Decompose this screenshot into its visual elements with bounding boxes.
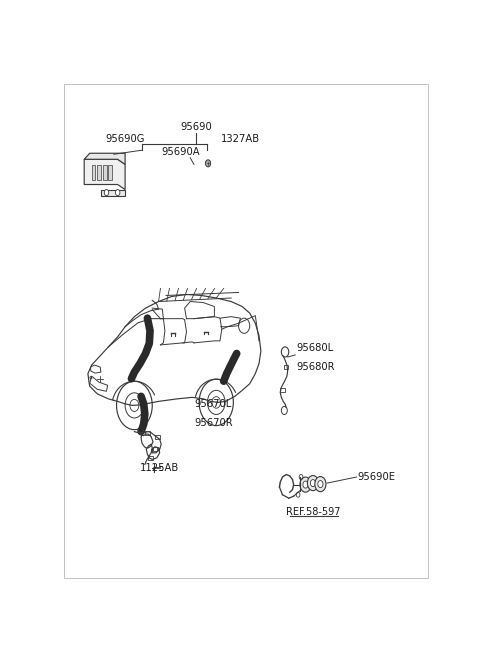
Circle shape: [115, 189, 120, 196]
Text: 95690E: 95690E: [358, 472, 396, 482]
Text: 95680L: 95680L: [296, 343, 333, 354]
Bar: [148, 456, 153, 460]
Circle shape: [300, 477, 311, 492]
Bar: [153, 447, 157, 451]
Bar: [103, 165, 107, 181]
Circle shape: [303, 481, 308, 488]
Text: 95690: 95690: [180, 122, 212, 132]
Circle shape: [104, 189, 109, 196]
Circle shape: [318, 481, 323, 487]
Text: 95690G: 95690G: [105, 134, 145, 144]
Circle shape: [307, 476, 319, 491]
Bar: [284, 365, 288, 369]
Bar: [92, 165, 96, 181]
Text: 95690A: 95690A: [162, 147, 200, 157]
Bar: [97, 165, 101, 181]
Circle shape: [315, 477, 326, 492]
Polygon shape: [84, 159, 125, 189]
Text: 1327AB: 1327AB: [221, 134, 260, 144]
Circle shape: [311, 479, 315, 487]
Text: 95680R: 95680R: [296, 362, 335, 372]
Circle shape: [205, 160, 211, 167]
Text: 95670L: 95670L: [194, 399, 231, 409]
Polygon shape: [101, 189, 125, 196]
Bar: [145, 430, 150, 435]
Bar: [280, 388, 285, 392]
Text: REF.58-597: REF.58-597: [286, 508, 340, 517]
Bar: [155, 435, 160, 439]
Polygon shape: [84, 153, 125, 164]
Bar: [108, 165, 112, 181]
Text: 95670R: 95670R: [194, 418, 232, 428]
Text: 1125AB: 1125AB: [140, 463, 179, 473]
